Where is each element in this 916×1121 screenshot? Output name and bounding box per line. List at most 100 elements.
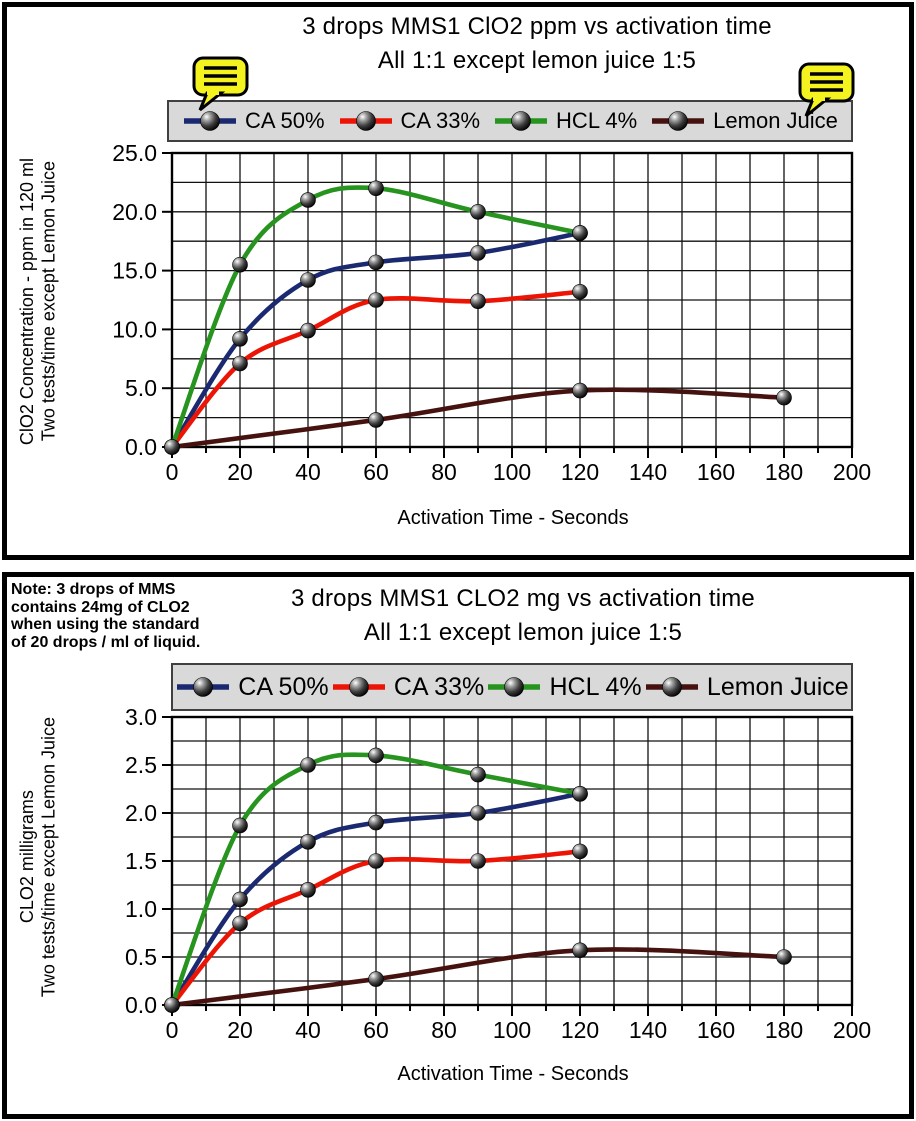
y-tick-label: 0.5 xyxy=(125,944,157,970)
data-point-marker xyxy=(776,389,792,406)
data-point-marker xyxy=(470,204,486,220)
legend-item: HCL 4% xyxy=(493,108,637,134)
y-tick-label: 20.0 xyxy=(112,199,157,225)
legend-item: Lemon Juice xyxy=(650,108,838,134)
data-point-marker xyxy=(232,817,248,834)
data-point-marker xyxy=(300,272,316,288)
x-tick-label: 120 xyxy=(561,1017,599,1043)
x-tick-label: 60 xyxy=(363,459,389,485)
x-tick-label: 140 xyxy=(629,459,667,485)
y-tick-label: 1.5 xyxy=(125,848,157,874)
data-point-marker xyxy=(300,192,316,208)
x-tick-label: 200 xyxy=(833,1017,871,1043)
data-point-marker xyxy=(164,997,180,1013)
y-tick-label: 2.5 xyxy=(125,752,157,778)
x-tick-label: 60 xyxy=(363,1017,389,1043)
x-tick-label: 40 xyxy=(295,459,321,485)
legend-item: CA 50% xyxy=(182,108,325,134)
note-line: contains 24mg of CLO2 xyxy=(11,598,190,616)
x-tick-label: 20 xyxy=(227,459,253,485)
x-tick-label: 80 xyxy=(431,1017,457,1043)
series-marker-icon xyxy=(645,677,698,697)
data-point-marker xyxy=(300,757,316,773)
series-marker-icon xyxy=(495,111,548,131)
x-tick-label: 80 xyxy=(431,459,457,485)
data-point-marker xyxy=(300,881,316,898)
series-line-CA 50% xyxy=(169,791,583,1008)
y-tick-label: 15.0 xyxy=(112,258,157,284)
x-tick-label: 180 xyxy=(765,459,803,485)
data-point-marker xyxy=(470,805,486,821)
data-point-marker xyxy=(572,942,588,959)
x-axis-label: Activation Time - Seconds xyxy=(397,507,629,529)
data-point-marker xyxy=(300,833,316,850)
data-point-marker xyxy=(368,814,384,831)
x-axis-label: Activation Time - Seconds xyxy=(397,1063,629,1085)
data-point-marker xyxy=(572,786,588,802)
x-tick-label: 200 xyxy=(833,459,871,485)
series-marker-icon xyxy=(184,111,237,131)
x-tick-label: 100 xyxy=(493,1017,531,1043)
chart-subtitle: All 1:1 except lemon juice 1:5 xyxy=(377,47,697,74)
data-point-marker xyxy=(470,853,486,869)
series-marker-icon xyxy=(332,677,385,697)
legend-item: Lemon Juice xyxy=(644,673,849,702)
data-point-marker xyxy=(572,225,588,241)
data-point-marker xyxy=(232,355,248,372)
data-point-marker xyxy=(368,180,384,197)
x-tick-label: 120 xyxy=(561,459,599,485)
series-line-Lemon Juice xyxy=(169,947,787,1008)
legend-label: CA 33% xyxy=(393,672,485,701)
chart-title: 3 drops MMS1 CLO2 mg vs activation time xyxy=(291,585,755,612)
ppm-chart-panel: 3 drops MMS1 ClO2 ppm vs activation time… xyxy=(2,2,914,560)
y-tick-label: 5.0 xyxy=(125,375,157,401)
data-point-marker xyxy=(572,382,588,399)
y-tick-label: 25.0 xyxy=(112,140,157,166)
legend-item: CA 33% xyxy=(338,108,481,134)
plot-area: 0 20 40 60 80 100 120 140 160 180 200 0.0 5.0 10.0 15.… xyxy=(112,140,871,485)
comment-callout-icon xyxy=(192,56,249,112)
note-line: of 20 drops / ml of liquid. xyxy=(11,633,201,651)
series-marker-icon xyxy=(488,677,541,697)
data-point-marker xyxy=(470,293,486,309)
comment-callout-icon xyxy=(798,62,855,118)
x-tick-label: 140 xyxy=(629,1017,667,1043)
legend: CA 50% CA 33% HCL 4% Lemon Juice xyxy=(167,100,853,142)
series-line-CA 33% xyxy=(169,849,583,1008)
data-point-marker xyxy=(368,412,384,428)
mg-chart-panel: Note: 3 drops of MMS contains 24mg of CL… xyxy=(2,572,914,1119)
data-point-marker xyxy=(368,853,384,869)
y-tick-label: 2.0 xyxy=(125,800,157,826)
note-line: Note: 3 drops of MMS xyxy=(11,581,176,598)
legend-label: CA 33% xyxy=(400,108,481,133)
legend-item: HCL 4% xyxy=(486,672,642,702)
y-tick-label: 10.0 xyxy=(112,316,157,342)
plot-area: 0 20 40 60 80 100 120 140 160 180 200 0.0 0.5 1.0 1.5 2… xyxy=(125,704,871,1043)
y-tick-label: 1.0 xyxy=(125,896,157,922)
x-tick-label: 180 xyxy=(765,1017,803,1043)
data-point-marker xyxy=(368,254,384,271)
x-tick-label: 0 xyxy=(166,1017,179,1043)
legend-label: Lemon Juice xyxy=(706,672,849,701)
data-point-marker xyxy=(300,322,316,339)
chart-title: 3 drops MMS1 ClO2 ppm vs activation time xyxy=(302,13,772,40)
legend-label: HCL 4% xyxy=(556,108,638,133)
legend-label: CA 50% xyxy=(238,672,329,701)
data-point-marker xyxy=(572,283,588,300)
x-tick-label: 40 xyxy=(295,1017,321,1043)
legend-label: HCL 4% xyxy=(549,672,642,701)
data-point-marker xyxy=(572,843,588,860)
data-point-marker xyxy=(232,891,248,908)
legend-label: Lemon Juice xyxy=(713,108,838,133)
series-marker-icon xyxy=(652,111,705,131)
legend-label: CA 50% xyxy=(245,108,325,133)
legend-item: CA 50% xyxy=(175,672,329,702)
series-line-HCL 4% xyxy=(169,752,583,1008)
x-tick-label: 160 xyxy=(697,1017,735,1043)
series-line-HCL 4% xyxy=(169,185,583,450)
data-point-marker xyxy=(470,245,486,261)
x-tick-label: 100 xyxy=(493,459,531,485)
series-line-Lemon Juice xyxy=(169,387,787,450)
data-point-marker xyxy=(368,747,384,764)
